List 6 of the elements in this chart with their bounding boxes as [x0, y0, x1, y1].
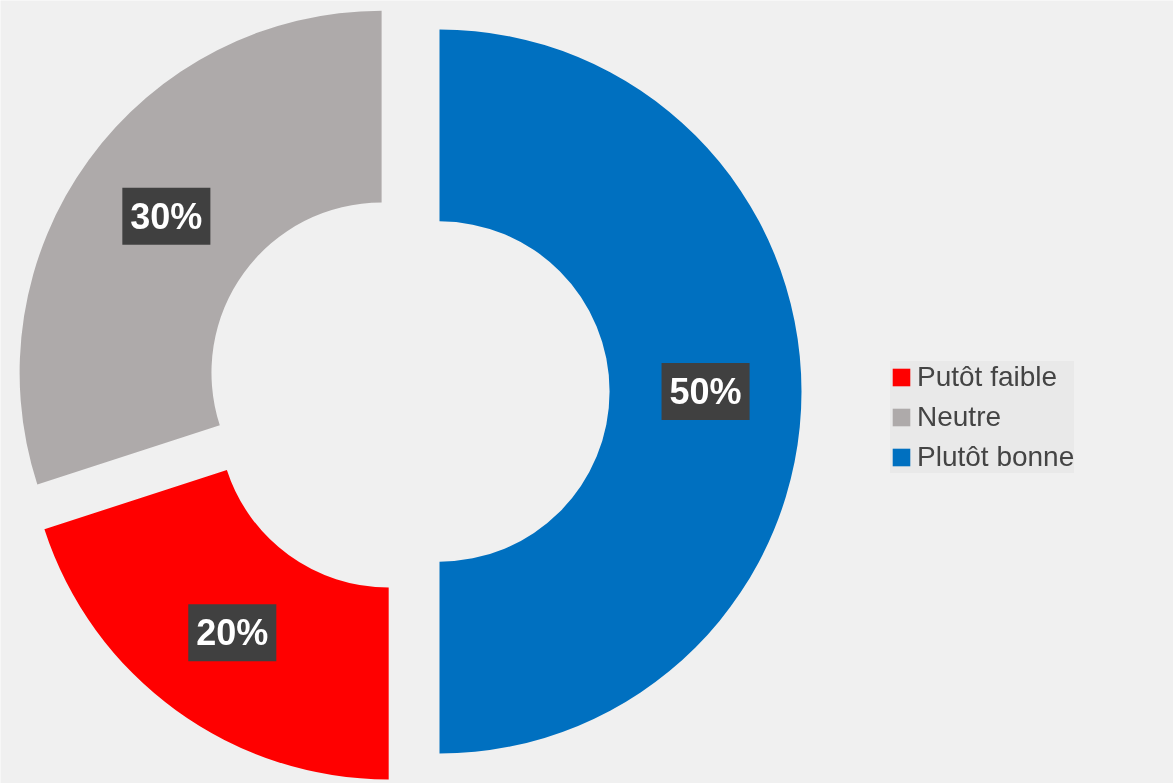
data-label: 20%	[196, 612, 269, 654]
legend-label: Plutôt bonne	[917, 441, 1075, 473]
data-label: 30%	[130, 195, 203, 237]
legend-label: Putôt faible	[917, 361, 1058, 393]
data-label: 50%	[669, 371, 742, 412]
legend-label: Neutre	[917, 401, 1002, 433]
